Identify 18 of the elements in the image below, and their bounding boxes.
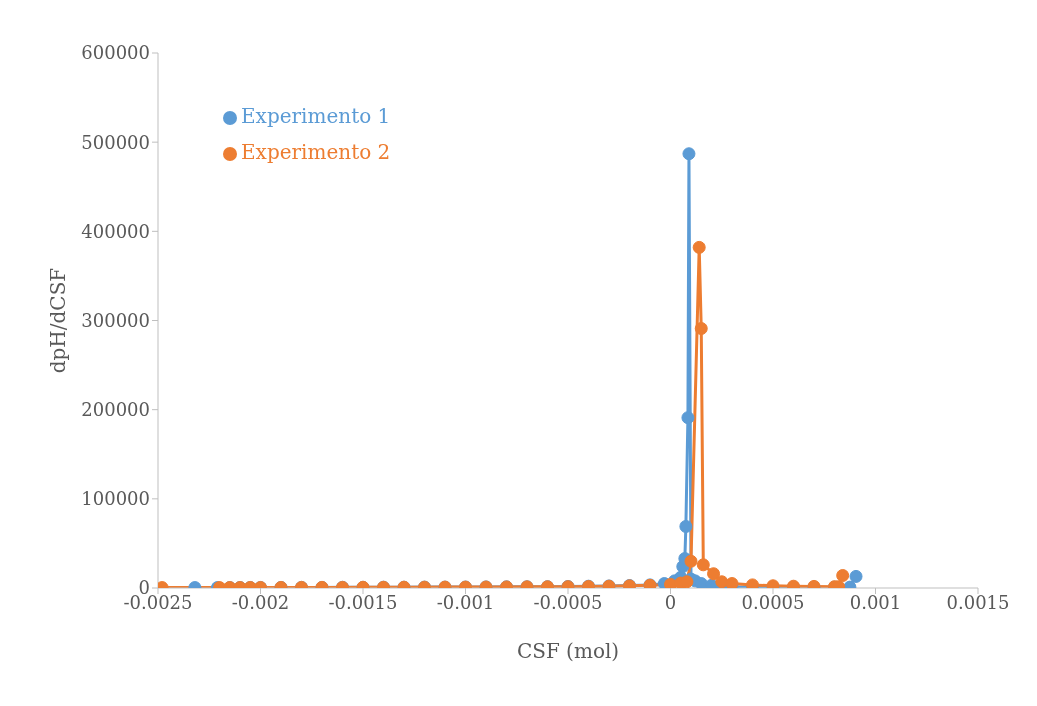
legend-label: Experimento 1 [241,104,391,128]
x-tick-label: 0.001 [849,591,902,613]
y-tick-label: 100000 [81,488,150,510]
x-tick-label: 0.0015 [946,591,1010,613]
y-tick-label: 400000 [81,220,150,242]
x-axis-title: CSF (mol) [516,639,620,663]
x-tick-label: 0.0005 [741,591,805,613]
x-tick-label: -0.0005 [533,591,603,613]
x-tick-label: -0.0015 [328,591,398,613]
x-tick-label: -0.002 [231,591,290,613]
x-tick-label: -0.001 [436,591,495,613]
x-tick-label: 0 [664,591,677,613]
y-tick-label: 200000 [81,399,150,421]
y-tick-label: 500000 [81,131,150,153]
legend-label: Experimento 2 [241,140,391,164]
y-tick-label: 600000 [81,42,150,64]
y-tick-label: 300000 [81,309,150,331]
y-axis-title: dpH/dCSF [46,267,71,374]
